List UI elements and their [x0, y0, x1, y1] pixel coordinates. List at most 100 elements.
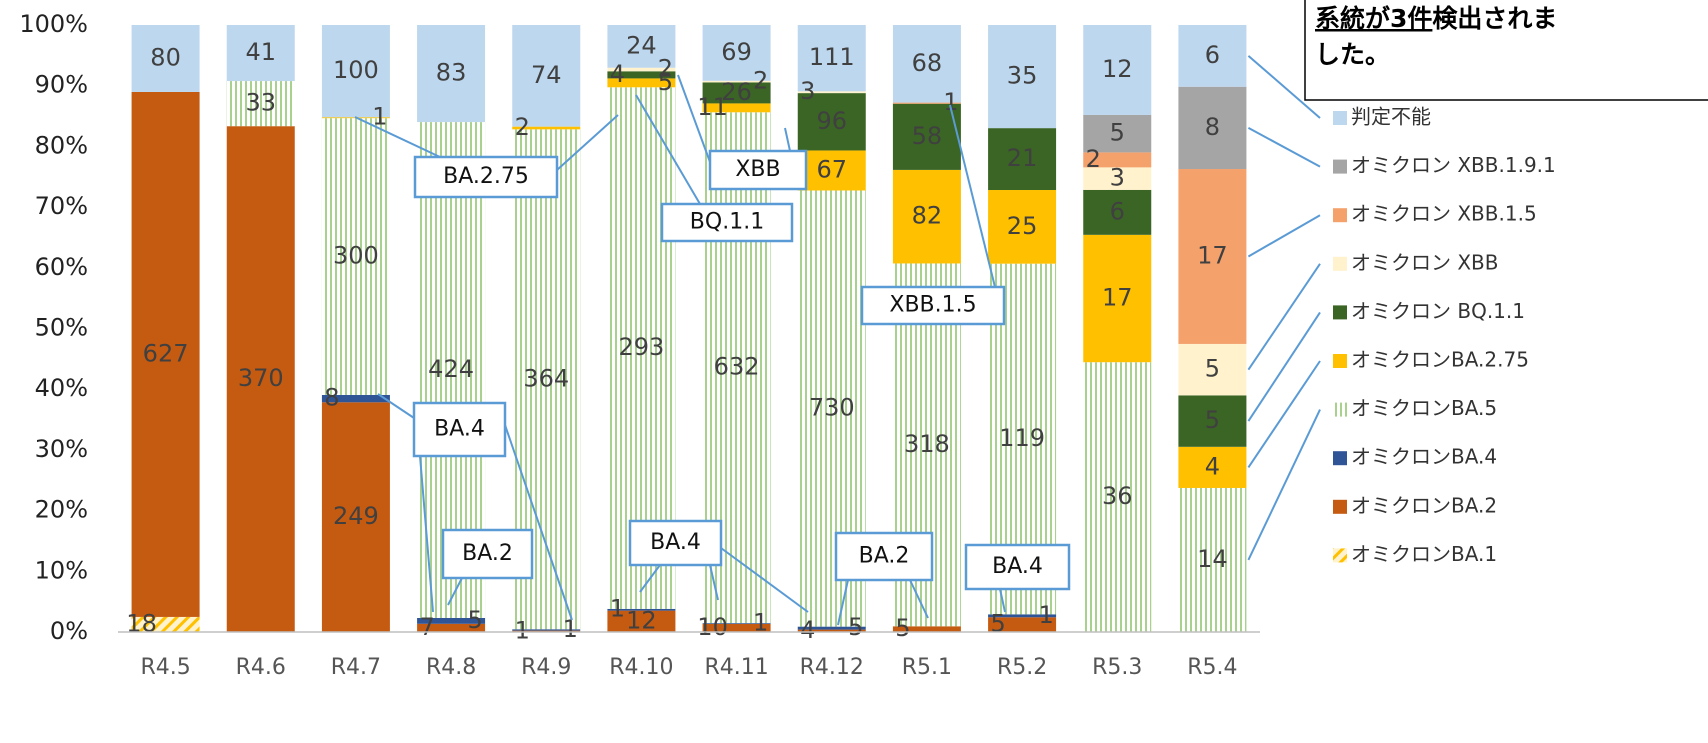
bar-segment	[512, 126, 581, 130]
bar-segment	[131, 91, 200, 617]
bar-segment	[226, 126, 295, 633]
legend-swatch	[1333, 305, 1347, 320]
data-label: 1	[515, 616, 530, 644]
callout-label: BA.4	[650, 530, 701, 555]
callout-label: BA.4	[434, 417, 485, 442]
legend-swatch	[1333, 548, 1347, 563]
data-label: 33	[245, 89, 276, 117]
data-label: 1	[372, 103, 387, 131]
y-tick-label: 100%	[19, 10, 88, 38]
notice: 系統が3件検出されま した。	[1304, 0, 1708, 101]
y-tick-label: 10%	[35, 556, 88, 584]
data-label: 7	[419, 613, 434, 641]
bar-segment	[607, 610, 676, 632]
bar-segment	[1083, 167, 1152, 190]
legend-swatch	[1333, 256, 1347, 271]
y-tick-label: 20%	[35, 496, 88, 524]
bar-segment	[988, 614, 1057, 618]
bar-segment	[1178, 86, 1247, 170]
legend-leader	[1247, 214, 1321, 258]
data-label: 25	[1007, 212, 1038, 240]
callout-box	[628, 519, 723, 567]
callout-label: BA.4	[992, 554, 1043, 579]
data-label: 5	[1110, 119, 1125, 147]
data-label: 2	[658, 55, 673, 83]
callout-leader	[709, 564, 719, 601]
x-tick-label: R4.12	[800, 655, 864, 680]
y-tick-label: 70%	[35, 192, 88, 220]
legend-label: オミクロンBA.5	[1351, 396, 1497, 420]
data-label: 6	[1110, 197, 1125, 225]
data-label: 318	[904, 430, 950, 458]
bar-segment	[1178, 343, 1247, 396]
data-label: 424	[428, 355, 474, 383]
bar-segment	[417, 25, 486, 123]
data-label: 12	[1102, 55, 1133, 83]
bar-segment	[988, 190, 1057, 264]
callout-leader	[635, 94, 701, 205]
bar-segment	[1083, 152, 1152, 168]
data-label: 2	[1086, 145, 1101, 173]
bar-segment	[702, 623, 771, 632]
bar-segment	[1083, 234, 1152, 363]
legend-swatch	[1333, 111, 1347, 125]
callout-leader	[556, 114, 619, 171]
data-label: 364	[523, 364, 569, 392]
callout-box	[834, 531, 934, 582]
data-label: 1	[610, 595, 625, 623]
data-label: 68	[912, 49, 943, 77]
x-tick-label: R5.1	[902, 655, 952, 680]
callout-label: XBB.1.5	[889, 293, 976, 318]
callout-box	[708, 149, 808, 191]
bar-segment	[892, 25, 961, 103]
legend-label: オミクロンBA.2	[1351, 493, 1497, 517]
x-tick-label: R4.9	[521, 655, 571, 680]
legend-label: オミクロン XBB	[1351, 250, 1499, 274]
data-label: 11	[697, 93, 728, 121]
data-label: 80	[150, 43, 181, 71]
data-label: 8	[1205, 113, 1220, 141]
data-label: 119	[999, 424, 1045, 452]
callout-label: BA.2	[462, 541, 513, 566]
y-tick-label: 50%	[35, 314, 88, 342]
bar-segment	[988, 617, 1057, 632]
data-label: 4	[800, 616, 815, 644]
bar-segment	[512, 25, 581, 127]
bar-segment	[797, 629, 866, 632]
data-label: 2	[753, 67, 768, 95]
data-label: 632	[714, 353, 760, 381]
legend-label: オミクロン XBB.1.9.1	[1351, 153, 1556, 177]
notice-line: した。	[1315, 40, 1390, 69]
data-label: 249	[333, 502, 379, 530]
bar-segment	[988, 25, 1057, 129]
legend-leader	[1247, 55, 1321, 119]
y-tick-label: 80%	[35, 131, 88, 159]
callout-box	[441, 528, 534, 580]
data-label: 69	[721, 38, 752, 66]
callout-label: BA.2.75	[443, 164, 529, 189]
data-label: 100	[333, 56, 379, 84]
legend-swatch	[1333, 451, 1347, 466]
x-tick-label: R4.11	[704, 655, 768, 680]
data-label: 5	[895, 614, 910, 642]
legend-leader	[1247, 360, 1321, 468]
data-label: 5	[1205, 355, 1220, 383]
data-label: 2	[515, 113, 530, 141]
bar-segment	[607, 71, 676, 79]
callout-box	[964, 543, 1071, 591]
callout-leader	[639, 564, 661, 593]
legend-label: オミクロンBA.4	[1351, 445, 1497, 469]
legend-leader	[1247, 311, 1321, 422]
bar-segment	[892, 102, 961, 104]
data-label: 1	[943, 88, 958, 116]
callout-leader	[419, 455, 434, 613]
data-label: 8	[324, 384, 339, 412]
data-label: 1	[563, 615, 578, 643]
legend-leader	[1247, 127, 1321, 168]
x-tick-label: R4.7	[331, 655, 381, 680]
data-label: 17	[1102, 284, 1133, 312]
legend-swatch	[1333, 499, 1347, 514]
data-label: 14	[1197, 545, 1228, 573]
data-label: 96	[816, 107, 847, 135]
